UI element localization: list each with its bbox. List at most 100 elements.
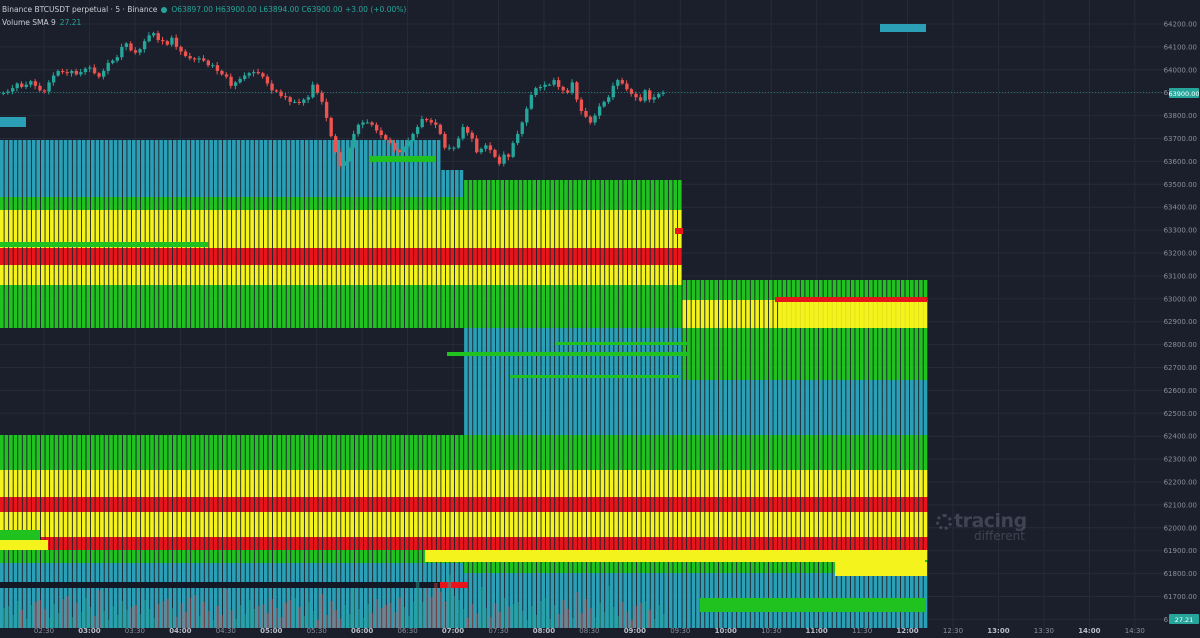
heatmap-cell [632,210,637,248]
heatmap-cell [914,280,919,300]
heatmap-cell [564,300,568,328]
heatmap-cell [36,563,41,585]
chart-legend: Binance BTCUSDT perpetual · 5 · Binance … [2,3,406,29]
candle-body [238,78,242,83]
heatmap-cell [245,435,250,470]
heatmap-cell [222,210,227,248]
heatmap-cell [655,560,659,573]
heatmap-cell [705,300,709,328]
volume-bar [479,587,484,628]
heatmap-cell [295,248,300,265]
heatmap-cell [464,300,468,328]
heatmap-cell [327,537,332,550]
heatmap-cell [86,497,91,512]
heatmap-cell [168,265,172,285]
heatmap-cell [782,470,787,497]
heatmap-cell [172,537,177,550]
heatmap-cell [27,300,31,328]
heatmap-cell [609,197,614,210]
candle-body [406,140,411,147]
heatmap-cell [22,197,27,210]
heatmap-cell [805,435,809,470]
time-axis[interactable]: 02:30 03:00 03:30 04:00 04:30 05:00 05:30 06:00… [34,627,1145,635]
heatmap-cell [40,550,45,563]
time-tick-label: 06:30 [398,627,418,635]
heatmap-cell [591,248,596,265]
heatmap-cell [63,285,68,300]
heatmap-cell [191,497,195,512]
heatmap-cell [486,300,491,328]
heatmap-cell [177,585,182,628]
heatmap-cell [141,140,145,170]
heatmap-cell [664,300,668,328]
heatmap-cell [864,497,869,512]
heatmap-cell [828,497,832,512]
heatmap-cell [341,140,345,170]
heatmap-cell [291,183,295,197]
heatmap-cell [327,585,332,628]
volume-bar [338,619,343,628]
heatmap-cell [509,285,514,300]
heatmap-cell [600,300,605,328]
heatmap-cell [364,470,368,497]
heatmap-cell [728,380,732,435]
heatmap-cell [177,497,182,512]
heatmap-cell [163,248,168,265]
heatmap-cell [477,560,482,573]
heatmap-cell [586,248,591,265]
heatmap-cell [332,265,336,285]
heatmap-cell [637,435,641,470]
heatmap-cell [218,497,223,512]
heatmap-cell [318,300,323,328]
heatmap-cell [677,328,682,435]
heatmap-cell [432,512,436,537]
heatmap-cell [40,265,45,285]
candle-body [56,70,60,76]
heatmap-cell [13,140,18,170]
candle-body [579,99,584,112]
heatmap-cell [414,497,418,512]
heatmap-cell [91,550,95,563]
heatmap-cell [300,170,304,183]
heatmap-cell [846,497,850,512]
heatmap-cell [541,435,546,470]
heatmap-cell [154,210,159,248]
heatmap-cell [377,585,382,628]
volume-bar [475,613,479,628]
candle-body [543,84,547,87]
heatmap-cell [714,328,718,380]
heatmap-cell [318,537,323,550]
heatmap-cell [523,248,527,265]
heatmap-cell [0,285,4,300]
heatmap-cell [13,197,18,210]
heatmap-cell [559,328,564,435]
heatmap-cell [505,197,509,210]
heatmap-cell [182,497,186,512]
candle-body [165,41,170,45]
heatmap-cell [177,470,182,497]
heatmap-cell [227,210,232,248]
heatmap-cell [159,470,163,497]
heatmap-cell [81,183,86,197]
heatmap-cell [159,170,163,183]
heatmap-cell [627,497,632,512]
heatmap-cell [131,183,136,197]
heatmap-cell [432,435,436,470]
heatmap-cell [768,280,773,300]
heatmap-cell [859,280,864,300]
volume-bar [424,588,429,628]
heatmap-cell [718,328,723,380]
heatmap-cell [677,435,682,470]
price-tag: 63900.00 [1168,88,1200,98]
heatmap-cell [282,183,286,197]
volume-bar [461,609,465,628]
heatmap-cell [846,280,850,300]
heatmap-cell [268,248,273,265]
heatmap-cell [718,497,723,512]
heatmap-cell [841,280,846,300]
heatmap-cell [559,265,564,285]
heatmap-cell [814,380,819,435]
candle-body [197,58,201,60]
volume-bar [593,617,597,628]
